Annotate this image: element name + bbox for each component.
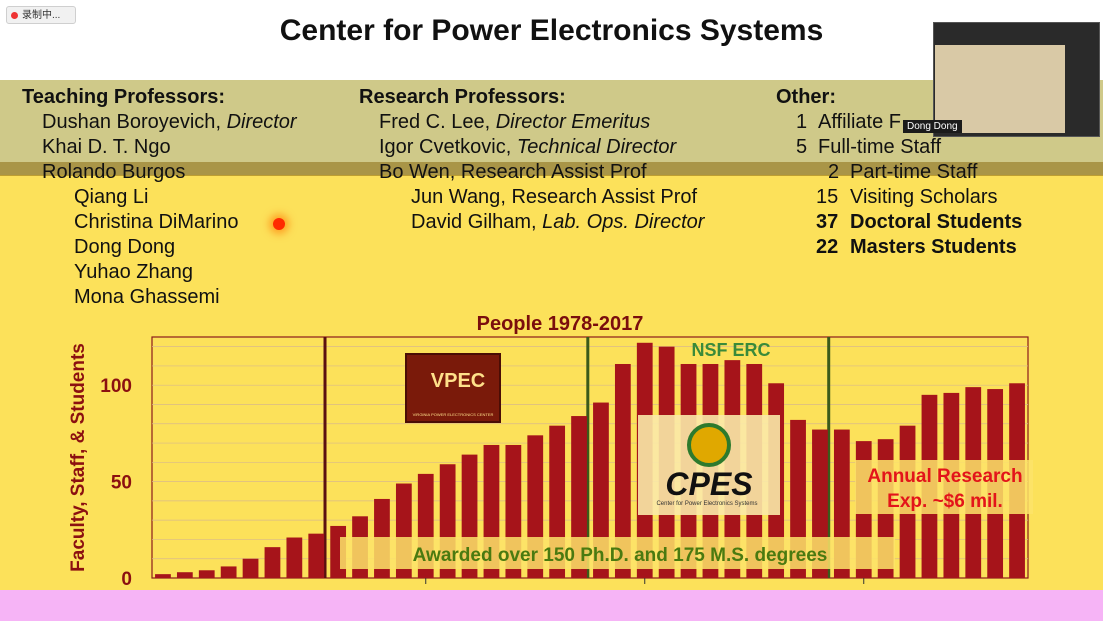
vpec-logo-subtitle: VIRGINIA POWER ELECTRONICS CENTER xyxy=(413,412,494,417)
research-item: David Gilham, Lab. Ops. Director xyxy=(411,211,705,233)
chart-bar xyxy=(155,574,171,578)
annual-research-panel xyxy=(855,460,1033,514)
research-item: Fred C. Lee, Director Emeritus xyxy=(379,111,651,133)
chart-bar xyxy=(286,537,303,578)
cpes-logo-text: CPES xyxy=(665,466,753,502)
teaching-column: Teaching Professors: Dushan Boroyevich, … xyxy=(22,85,297,310)
chart-bar xyxy=(176,572,193,578)
teaching-header: Teaching Professors: xyxy=(22,86,226,108)
vpec-logo-box xyxy=(405,353,501,423)
annual-research-line1: Annual Research xyxy=(867,466,1022,487)
chart-bar xyxy=(593,402,609,578)
screen-share-artifact-strip xyxy=(0,162,1103,176)
other-item: 2 Part-time Staff xyxy=(828,161,978,183)
other-item: 5 Full-time Staff xyxy=(796,136,941,158)
participant-video-frame xyxy=(935,45,1065,133)
cpes-logo-emblem xyxy=(687,423,731,467)
teaching-item: Khai D. T. Ngo xyxy=(42,136,171,158)
other-item: 15 Visiting Scholars xyxy=(816,186,998,208)
other-column: Other: 1 Affiliate F 5 Full-time Staff 2 Pa… xyxy=(776,85,1022,260)
chart-title: People 1978-2017 xyxy=(477,313,644,335)
vpec-logo-text: VPEC xyxy=(431,370,485,392)
other-item: 1 Affiliate F xyxy=(796,111,901,133)
other-item: 37 Doctoral Students xyxy=(816,211,1023,233)
annual-research-line2: Exp. ~$6 mil. xyxy=(887,491,1003,512)
cpes-logo-subtitle: Center for Power Electronics Systems xyxy=(656,501,757,507)
record-dot-icon xyxy=(11,11,18,19)
awarded-panel xyxy=(340,537,895,569)
chart-ytick-label: 0 xyxy=(121,569,132,590)
chart-ytick-label: 100 xyxy=(100,376,132,397)
chart-bar xyxy=(220,566,237,578)
chart-plot-frame xyxy=(151,336,1029,579)
teaching-item: Rolando Burgos xyxy=(42,161,186,183)
people-bar-chart: 050100199020002010People 1978-2017Facult… xyxy=(68,313,1033,609)
other-item: 22 Masters Students xyxy=(816,236,1017,258)
teaching-item: Mona Ghassemi xyxy=(74,286,220,308)
teaching-item: Qiang Li xyxy=(74,186,149,208)
participant-name: Dong Dong xyxy=(903,120,962,133)
recording-badge[interactable]: 录制中... xyxy=(6,6,76,24)
recording-label: 录制中... xyxy=(22,10,61,21)
laser-pointer xyxy=(273,218,285,230)
chart-bar xyxy=(614,363,631,578)
chart-ytick-label: 50 xyxy=(111,473,132,494)
chart-ylabel: Faculty, Staff, & Students xyxy=(68,343,89,572)
teaching-item: Yuhao Zhang xyxy=(74,261,193,283)
teaching-item: Dong Dong xyxy=(74,236,176,258)
chart-bar xyxy=(264,547,281,578)
teaching-item: Dushan Boroyevich, Director xyxy=(42,111,297,133)
research-column: Research Professors: Fred C. Lee, Direct… xyxy=(359,85,704,235)
research-item: Jun Wang, Research Assist Prof xyxy=(411,186,698,208)
slide-top-bar xyxy=(0,0,1103,62)
chart-bar xyxy=(242,558,259,578)
chart-bar xyxy=(198,570,215,578)
research-item: Bo Wen, Research Assist Prof xyxy=(379,161,647,183)
awarded-annotation: Awarded over 150 Ph.D. and 175 M.S. degr… xyxy=(413,545,828,566)
slide-title: Center for Power Electronics Systems xyxy=(279,14,824,47)
nsf-erc-label: NSF ERC xyxy=(691,340,770,360)
teaching-item: Christina DiMarino xyxy=(74,211,239,233)
other-header: Other: xyxy=(776,86,836,108)
research-header: Research Professors: xyxy=(359,86,566,108)
screen-share-bottom-strip xyxy=(0,590,1103,621)
research-item: Igor Cvetkovic, Technical Director xyxy=(379,136,677,158)
chart-bar xyxy=(308,533,325,578)
